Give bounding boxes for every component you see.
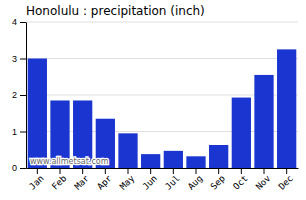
y-axis-line	[26, 23, 27, 169]
x-tick: Oct	[231, 168, 250, 192]
y-tick-mark	[20, 132, 26, 133]
x-tick-label: Oct	[231, 173, 250, 192]
x-tick: May	[118, 168, 137, 192]
bar	[232, 98, 251, 168]
bar	[186, 156, 205, 168]
y-tick-label: 2	[12, 90, 17, 100]
bar	[277, 49, 296, 168]
x-tick-label: Aug	[186, 173, 205, 192]
y-tick-label: 4	[12, 17, 17, 27]
x-tick: Mar	[73, 168, 92, 192]
bar	[141, 154, 160, 168]
y-tick: 2	[12, 90, 26, 100]
bar	[28, 59, 47, 169]
grid	[26, 22, 298, 168]
y-tick-label: 3	[12, 54, 17, 64]
y-tick-mark	[20, 168, 26, 169]
y-tick-mark	[20, 59, 26, 60]
x-tick: Jun	[141, 168, 160, 192]
y-tick: 4	[12, 17, 26, 27]
x-tick-label: May	[118, 173, 137, 192]
x-tick: Aug	[186, 168, 205, 192]
x-tick-label: Jul	[163, 173, 182, 192]
y-axis: 0 1 2 3 4	[12, 17, 27, 173]
x-tick-label: Jan	[27, 173, 46, 192]
bars	[28, 49, 297, 168]
x-tick-label: Nov	[254, 173, 273, 192]
y-tick: 0	[12, 163, 26, 173]
bar	[118, 133, 137, 168]
y-tick-mark	[20, 95, 26, 96]
x-axis-line	[27, 168, 299, 169]
bar	[254, 75, 273, 168]
x-tick-label: Feb	[50, 173, 69, 192]
x-tick-label: Sep	[209, 173, 228, 192]
x-axis: JanFebMarAprMayJunJulAugSepOctNovDec	[27, 168, 299, 192]
y-tick-mark	[20, 22, 26, 23]
x-tick: Jan	[27, 168, 46, 192]
y-tick: 1	[12, 127, 26, 137]
annotation: www.allmetsat.com	[30, 157, 109, 166]
x-tick: Dec	[277, 168, 296, 192]
y-tick: 3	[12, 54, 26, 64]
title: Honolulu : precipitation (inch)	[26, 4, 205, 18]
x-tick: Apr	[95, 168, 114, 192]
bar	[164, 151, 183, 168]
x-tick: Sep	[209, 168, 228, 192]
grid-line	[26, 22, 298, 23]
x-tick-label: Apr	[95, 173, 114, 192]
x-tick: Feb	[50, 168, 69, 192]
grid-line	[26, 58, 298, 59]
x-tick: Jul	[163, 168, 182, 192]
x-tick-label: Jun	[141, 173, 160, 192]
bar	[209, 145, 228, 168]
x-tick-label: Dec	[277, 173, 296, 192]
plot: JanFebMarAprMayJunJulAugSepOctNovDec 0 1 2 3…	[12, 17, 299, 191]
x-tick: Nov	[254, 168, 273, 192]
y-tick-label: 0	[12, 163, 17, 173]
x-tick-label: Mar	[73, 173, 92, 192]
y-tick-label: 1	[12, 127, 17, 137]
chart: JanFebMarAprMayJunJulAugSepOctNovDec 0 1 2 3…	[0, 0, 306, 200]
